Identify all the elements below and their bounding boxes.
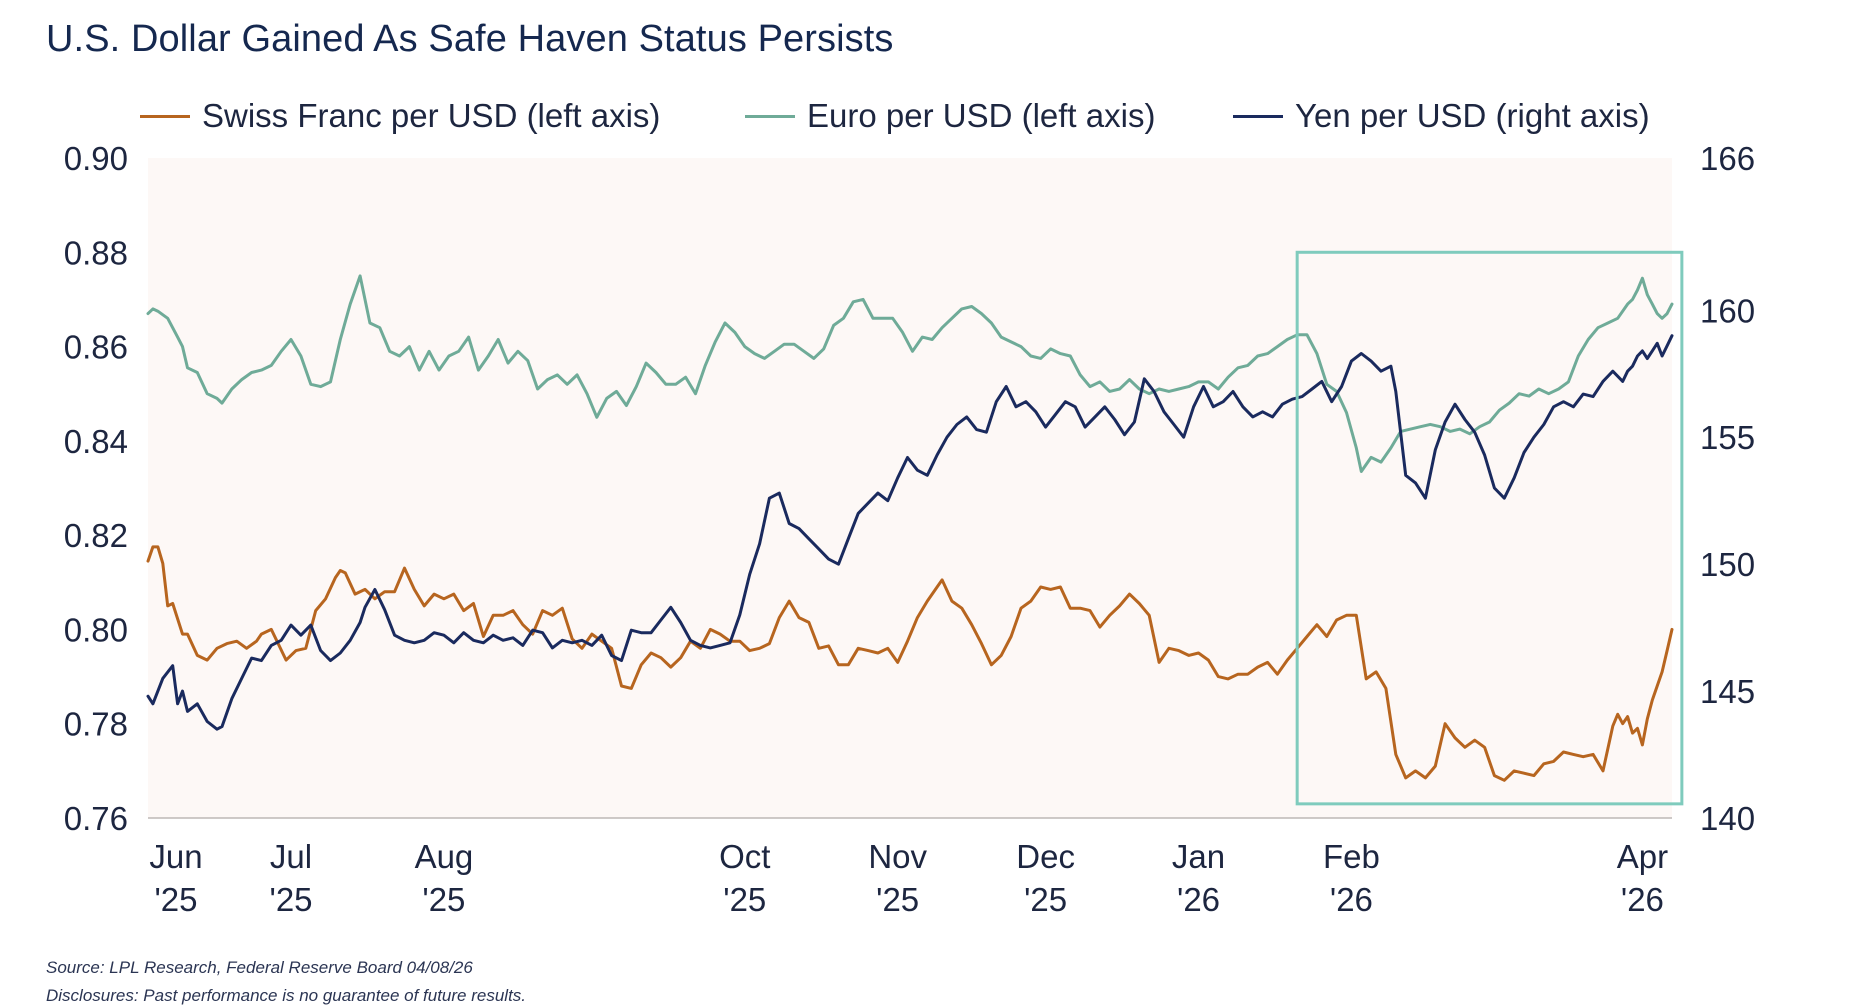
chart-area: 0.90 0.88 0.86 0.84 0.82 0.80 0.78 0.76 166 160 15… bbox=[64, 140, 1755, 918]
y-left-tick-label: 0.80 bbox=[64, 611, 128, 648]
x-tick-label: Apr bbox=[1617, 838, 1668, 875]
plot-background bbox=[148, 158, 1672, 818]
x-tick-label: Jan bbox=[1172, 838, 1225, 875]
x-tick-label: Jun bbox=[149, 838, 202, 875]
y-left-tick-label: 0.90 bbox=[64, 140, 128, 177]
x-tick-label: Jul bbox=[270, 838, 312, 875]
x-tick-label: '25 bbox=[154, 881, 197, 918]
x-tick-label: '26 bbox=[1177, 881, 1220, 918]
legend: Swiss Franc per USD (left axis) Euro per… bbox=[140, 94, 1680, 138]
yen-line bbox=[146, 334, 1674, 731]
x-tick-label: Aug bbox=[415, 838, 474, 875]
x-tick-label: Dec bbox=[1016, 838, 1075, 875]
x-tick-label: '26 bbox=[1330, 881, 1373, 918]
legend-swatch-yen bbox=[1233, 114, 1283, 118]
legend-label-euro: Euro per USD (left axis) bbox=[807, 97, 1156, 134]
x-tick-label: '25 bbox=[1024, 881, 1067, 918]
legend-item-yen: Yen per USD (right axis) bbox=[1233, 94, 1650, 138]
y-left-tick-label: 0.82 bbox=[64, 517, 128, 554]
y-left-tick-label: 0.84 bbox=[64, 423, 128, 460]
y-right-tick-label: 145 bbox=[1700, 673, 1755, 710]
legend-label-yen: Yen per USD (right axis) bbox=[1295, 97, 1650, 134]
y-right-tick-label: 155 bbox=[1700, 419, 1755, 456]
x-tick-label: '25 bbox=[723, 881, 766, 918]
x-tick-label: Oct bbox=[719, 838, 770, 875]
y-right-tick-label: 150 bbox=[1700, 546, 1755, 583]
euro-line bbox=[146, 274, 1674, 473]
x-tick-label: '25 bbox=[422, 881, 465, 918]
legend-swatch-euro bbox=[745, 114, 795, 118]
x-tick-label: '26 bbox=[1621, 881, 1664, 918]
y-right-tick-label: 166 bbox=[1700, 140, 1755, 177]
legend-swatch-swiss-franc bbox=[140, 114, 190, 118]
y-right-tick-label: 140 bbox=[1700, 800, 1755, 837]
x-tick-label: '25 bbox=[876, 881, 919, 918]
x-tick-label: Feb bbox=[1323, 838, 1380, 875]
swiss-franc-line bbox=[146, 545, 1674, 782]
chart-title: U.S. Dollar Gained As Safe Haven Status … bbox=[46, 18, 894, 60]
x-tick-label: '25 bbox=[270, 881, 313, 918]
legend-label-swiss-franc: Swiss Franc per USD (left axis) bbox=[202, 97, 661, 134]
source-note: Source: LPL Research, Federal Reserve Bo… bbox=[46, 958, 473, 977]
y-left-tick-label: 0.78 bbox=[64, 706, 128, 743]
legend-item-swiss-franc: Swiss Franc per USD (left axis) bbox=[140, 94, 660, 138]
highlight-box bbox=[1295, 250, 1684, 806]
disclosure-note: Disclosures: Past performance is no guar… bbox=[46, 986, 527, 1005]
legend-item-euro: Euro per USD (left axis) bbox=[745, 94, 1155, 138]
y-right-tick-label: 160 bbox=[1700, 292, 1755, 329]
y-left-tick-label: 0.86 bbox=[64, 329, 128, 366]
x-tick-label: Nov bbox=[868, 838, 927, 875]
y-left-tick-label: 0.76 bbox=[64, 800, 128, 837]
y-left-tick-label: 0.88 bbox=[64, 234, 128, 271]
